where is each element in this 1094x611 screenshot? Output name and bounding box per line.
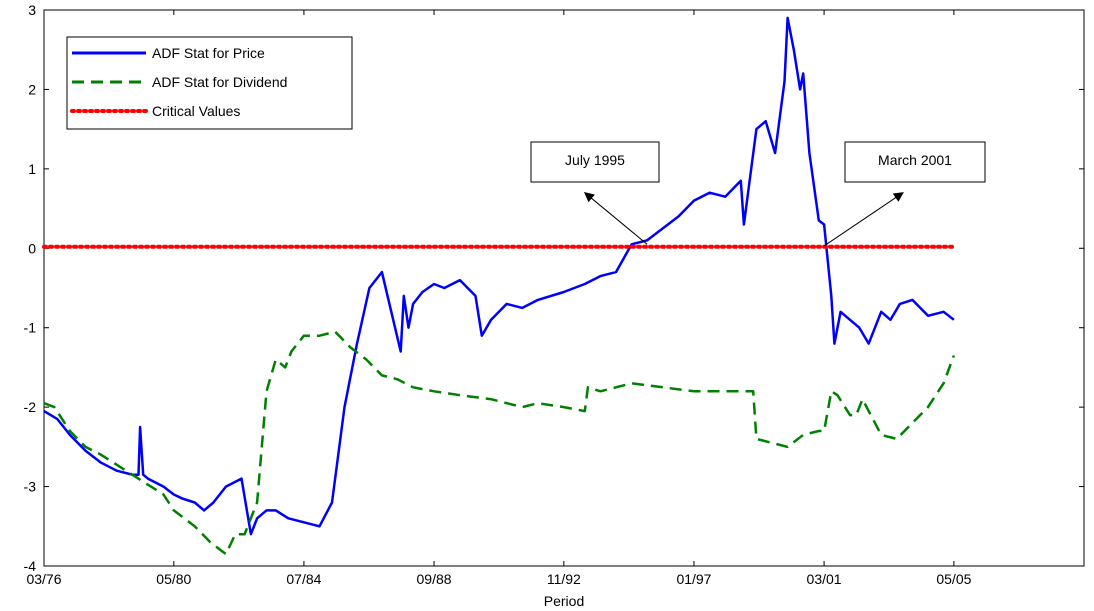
annotation-label: July 1995	[565, 152, 625, 168]
x-tick-label: 05/05	[936, 571, 971, 587]
y-tick-label: -3	[24, 479, 37, 495]
x-tick-label: 03/76	[26, 571, 61, 587]
x-tick-label: 05/80	[156, 571, 191, 587]
x-axis-ticks: 03/76 05/80 07/84 09/88 11/92 01/97 03/01 05/05	[26, 10, 972, 587]
legend-label: ADF Stat for Dividend	[152, 74, 287, 90]
legend-label: ADF Stat for Price	[152, 45, 265, 61]
x-tick-label: 01/97	[676, 571, 711, 587]
x-tick-label: 11/92	[547, 571, 581, 587]
y-tick-label: 2	[28, 81, 36, 97]
x-axis-title: Period	[544, 593, 584, 609]
annotation-box	[844, 141, 986, 183]
annotation-box	[530, 141, 660, 183]
y-tick-label: -4	[24, 558, 37, 574]
y-axis-ticks: 3 2 1 0 -1 -2 -3 -4	[24, 2, 1084, 574]
annotation-arrow	[823, 192, 904, 247]
y-tick-label: 1	[28, 161, 36, 177]
y-tick-label: -1	[24, 320, 37, 336]
legend-label: Critical Values	[152, 103, 240, 119]
x-tick-label: 03/01	[807, 571, 842, 587]
series-layer	[42, 16, 956, 556]
x-tick-label: 09/88	[417, 571, 452, 587]
annotations: July 1995 March 2001	[530, 141, 986, 247]
x-tick-label: 07/84	[286, 571, 321, 587]
annotation-label: March 2001	[878, 152, 952, 168]
y-tick-label: 0	[28, 240, 36, 256]
series-line-2	[43, 330, 956, 556]
annotation-arrow	[583, 192, 648, 245]
y-tick-label: 3	[28, 2, 36, 18]
series-line-1	[43, 16, 955, 536]
y-tick-label: -2	[24, 399, 37, 415]
legend: ADF Stat for Price ADF Stat for Dividend C…	[66, 36, 353, 130]
